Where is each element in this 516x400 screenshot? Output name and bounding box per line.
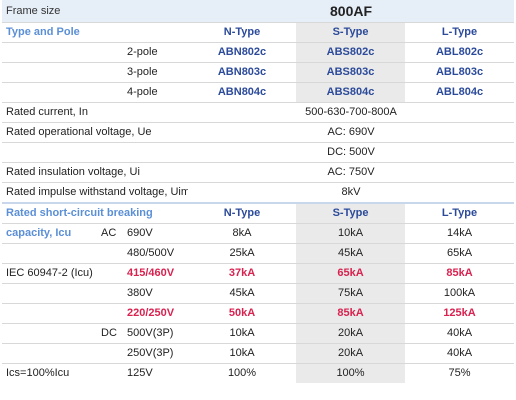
breaking-voltage: 500V(3P): [123, 323, 189, 344]
op-voltage-row: Rated operational voltage, Ue AC: 690V: [2, 122, 515, 143]
spec-table: Frame size 800AF Type and Pole N-Type S-…: [2, 0, 515, 383]
breaking-voltage: 415/460V: [123, 263, 189, 284]
n-type-header: N-Type: [188, 22, 297, 43]
pole-label: 2-pole: [123, 42, 189, 63]
breaking-l-header: L-Type: [405, 202, 515, 224]
s-type-header: S-Type: [296, 22, 406, 43]
breaking-s: 45kA: [296, 243, 406, 264]
pole-label: 4-pole: [123, 82, 189, 103]
frame-size-value: 800AF: [188, 0, 515, 23]
breaking-label-line2: capacity, Icu: [2, 223, 97, 244]
breaking-s: 20kA: [296, 343, 406, 364]
ics-label: Ics=100%Icu: [6, 367, 70, 379]
breaking-row: DC 500V(3P) 10kA 20kA 40kA: [2, 323, 515, 344]
pole-row: 2-pole ABN802c ABS802c ABL802c: [2, 42, 515, 63]
breaking-s: 85kA: [296, 303, 406, 324]
rated-current-row: Rated current, In 500-630-700-800A: [2, 102, 515, 123]
breaking-n-header: N-Type: [188, 202, 297, 224]
type-pole-label: Type and Pole: [2, 22, 189, 43]
breaking-row: IEC 60947-2 (Icu) 415/460V 37kA 65kA 85k…: [2, 263, 515, 284]
breaking-row: 480/500V 25kA 45kA 65kA: [2, 243, 515, 264]
model-l: ABL804c: [405, 82, 515, 103]
breaking-label: Rated short-circuit breaking: [2, 202, 189, 224]
model-n: ABN802c: [188, 42, 297, 63]
impulse-value: 8kV: [188, 182, 515, 204]
breaking-l: 40kA: [405, 323, 515, 344]
rated-current-label: Rated current, In: [2, 102, 189, 123]
breaking-row: capacity, Icu AC 690V 8kA 10kA 14kA: [2, 223, 515, 244]
op-voltage-ac: AC: 690V: [188, 122, 515, 143]
breaking-s: 75kA: [296, 283, 406, 304]
model-l: ABL802c: [405, 42, 515, 63]
breaking-n: 25kA: [188, 243, 297, 264]
breaking-s: 65kA: [296, 263, 406, 284]
breaking-voltage: 480/500V: [123, 243, 189, 264]
l-type-header: L-Type: [405, 22, 515, 43]
insulation-value: AC: 750V: [188, 162, 515, 183]
breaking-voltage: 690V: [123, 223, 189, 244]
breaking-l: 125kA: [405, 303, 515, 324]
frame-size-row: Frame size 800AF: [2, 0, 515, 23]
pole-row: 4-pole ABN804c ABS804c ABL804c: [2, 82, 515, 103]
op-voltage-dc: DC: 500V: [188, 142, 515, 163]
impulse-row: Rated impulse withstand voltage, Uimp 8k…: [2, 182, 515, 204]
model-s: ABS802c: [296, 42, 406, 63]
breaking-row: 380V 45kA 75kA 100kA: [2, 283, 515, 304]
ac-label: AC: [97, 223, 123, 244]
breaking-header-row: Rated short-circuit breaking N-Type S-Ty…: [2, 202, 515, 224]
model-n: ABN804c: [188, 82, 297, 103]
model-l: ABL803c: [405, 62, 515, 83]
ics-voltage: 125V: [127, 367, 153, 379]
breaking-row: 250V(3P) 10kA 20kA 40kA: [2, 343, 515, 364]
impulse-label: Rated impulse withstand voltage, Uimp: [2, 182, 189, 204]
rated-current-value: 500-630-700-800A: [188, 102, 515, 123]
pole-row: 3-pole ABN803c ABS803c ABL803c: [2, 62, 515, 83]
breaking-s-header: S-Type: [296, 202, 406, 224]
op-voltage-label: Rated operational voltage, Ue: [2, 122, 189, 143]
insulation-row: Rated insulation voltage, Ui AC: 750V: [2, 162, 515, 183]
breaking-voltage: 380V: [123, 283, 189, 304]
type-pole-header-row: Type and Pole N-Type S-Type L-Type: [2, 22, 515, 43]
breaking-l: 40kA: [405, 343, 515, 364]
model-s: ABS804c: [296, 82, 406, 103]
breaking-l: 85kA: [405, 263, 515, 284]
breaking-s: 20kA: [296, 323, 406, 344]
ics-l: 75%: [448, 367, 471, 379]
model-s: ABS803c: [296, 62, 406, 83]
ics-row: Ics=100%Icu 125V 100% 100% 75%: [2, 363, 514, 383]
breaking-s: 10kA: [296, 223, 406, 244]
breaking-n: 10kA: [188, 343, 297, 364]
frame-size-label: Frame size: [2, 0, 189, 23]
ics-n: 100%: [227, 367, 257, 379]
pole-label: 3-pole: [123, 62, 189, 83]
breaking-n: 45kA: [188, 283, 297, 304]
breaking-l: 65kA: [405, 243, 515, 264]
breaking-row: 220/250V 50kA 85kA 125kA: [2, 303, 515, 324]
breaking-n: 8kA: [188, 223, 297, 244]
op-voltage-dc-row: DC: 500V: [2, 142, 515, 163]
insulation-label: Rated insulation voltage, Ui: [2, 162, 189, 183]
model-n: ABN803c: [188, 62, 297, 83]
breaking-n: 10kA: [188, 323, 297, 344]
breaking-n: 37kA: [188, 263, 297, 284]
ics-s: 100%: [296, 363, 406, 383]
breaking-l: 100kA: [405, 283, 515, 304]
breaking-voltage: 220/250V: [123, 303, 189, 324]
breaking-l: 14kA: [405, 223, 515, 244]
breaking-n: 50kA: [188, 303, 297, 324]
dc-label: DC: [97, 323, 123, 344]
iec-standard-label: IEC 60947-2 (Icu): [2, 263, 123, 284]
breaking-voltage: 250V(3P): [123, 343, 189, 364]
